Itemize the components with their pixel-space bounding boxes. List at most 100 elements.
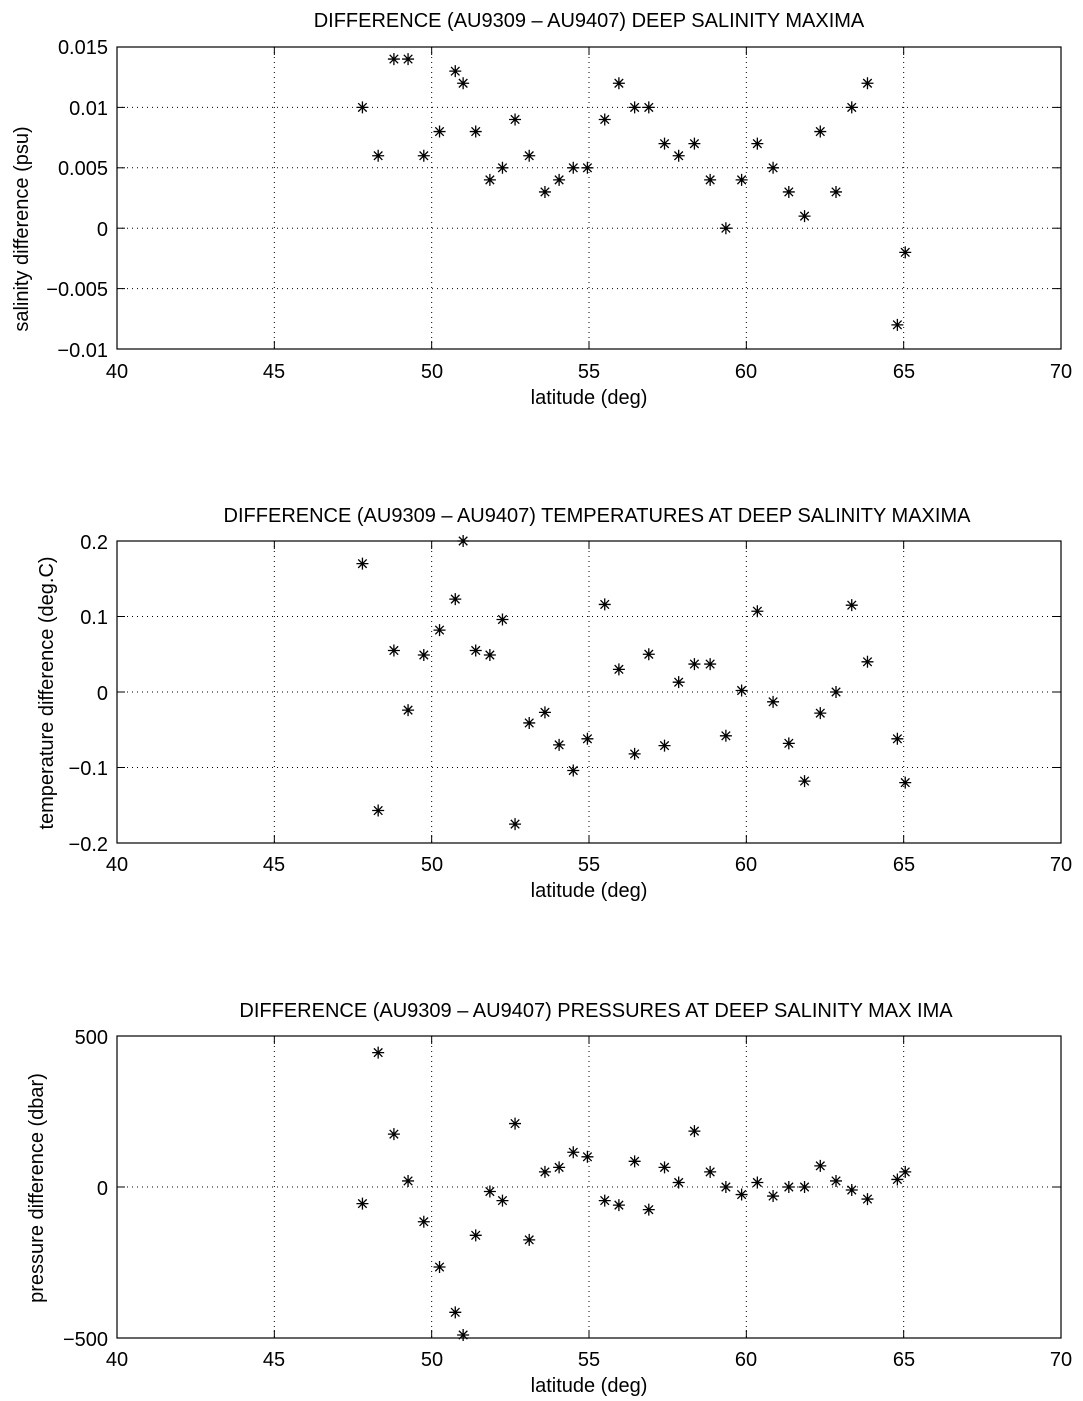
data-point <box>433 1261 446 1274</box>
data-point <box>899 246 912 259</box>
data-point <box>798 1181 811 1193</box>
x-tick-label: 55 <box>578 1349 600 1371</box>
data-point <box>402 704 415 717</box>
data-point <box>457 535 470 547</box>
data-point <box>372 149 385 162</box>
y-tick-label: 0.01 <box>69 98 108 120</box>
x-tick-label: 65 <box>893 854 915 876</box>
data-point <box>598 598 611 611</box>
data-point <box>509 113 522 126</box>
data-point <box>417 149 430 162</box>
x-tick-label: 40 <box>106 361 128 383</box>
data-point <box>767 161 780 174</box>
x-tick-label: 50 <box>421 1349 443 1371</box>
data-point <box>891 732 904 745</box>
data-point <box>598 1194 611 1207</box>
x-tick-label: 45 <box>263 361 285 383</box>
data-points <box>356 53 912 331</box>
y-axis-label: temperature difference (deg.C) <box>36 556 58 829</box>
data-point <box>483 1185 496 1198</box>
data-point <box>538 185 551 198</box>
y-tick-label: 0 <box>97 683 108 705</box>
data-point <box>581 161 594 174</box>
x-tick-label: 40 <box>106 1349 128 1371</box>
data-point <box>861 655 874 668</box>
data-point <box>612 77 625 90</box>
data-point <box>767 1190 780 1203</box>
x-tick-label: 65 <box>893 1349 915 1371</box>
axes <box>116 46 1062 350</box>
data-point <box>372 1046 385 1059</box>
data-point <box>782 737 795 750</box>
y-tick-label: −0.1 <box>69 758 108 780</box>
data-point <box>658 739 671 752</box>
data-point <box>469 1229 482 1242</box>
data-point <box>538 706 551 719</box>
data-point <box>628 747 641 760</box>
x-tick-label: 40 <box>106 854 128 876</box>
data-point <box>688 658 701 671</box>
y-tick-label: 0.2 <box>80 532 108 554</box>
data-point <box>798 210 811 223</box>
data-point <box>567 161 580 174</box>
x-tick-label: 70 <box>1050 854 1072 876</box>
data-point <box>449 593 462 606</box>
data-point <box>798 775 811 788</box>
data-point <box>782 185 795 198</box>
data-point <box>469 125 482 138</box>
chart-title: DIFFERENCE (AU9309 – AU9407) DEEP SALINI… <box>314 10 865 32</box>
grid <box>117 47 1061 349</box>
data-point <box>449 65 462 78</box>
data-point <box>861 77 874 90</box>
data-point <box>658 1161 671 1174</box>
axes <box>116 1035 1062 1339</box>
data-point <box>688 1125 701 1138</box>
data-point <box>899 1165 912 1178</box>
y-tick-label: 0.1 <box>80 607 108 629</box>
axes <box>116 540 1062 844</box>
data-point <box>496 613 509 626</box>
x-axis-label: latitude (deg) <box>531 880 648 902</box>
data-point <box>814 125 827 138</box>
x-tick-label: 60 <box>735 854 757 876</box>
data-point <box>891 318 904 331</box>
data-point <box>356 101 369 114</box>
data-point <box>538 1165 551 1178</box>
data-point <box>845 101 858 114</box>
data-point <box>704 173 717 186</box>
data-point <box>628 1155 641 1168</box>
data-point <box>496 161 509 174</box>
data-point <box>845 1184 858 1197</box>
y-tick-label: 0 <box>97 219 108 241</box>
data-point <box>509 818 522 831</box>
grid <box>117 1036 1061 1338</box>
data-point <box>457 1328 470 1341</box>
x-axis-label: latitude (deg) <box>531 387 648 409</box>
data-point <box>523 716 536 729</box>
data-point <box>861 1193 874 1206</box>
pressure-panel: DIFFERENCE (AU9309 – AU9407) PRESSURES A… <box>26 1000 1072 1397</box>
x-tick-label: 45 <box>263 1349 285 1371</box>
data-point <box>356 557 369 570</box>
data-point <box>469 644 482 657</box>
data-point <box>751 1176 764 1189</box>
data-points <box>356 535 912 831</box>
y-tick-label: 500 <box>75 1027 108 1049</box>
data-point <box>704 658 717 671</box>
data-point <box>672 149 685 162</box>
data-point <box>567 1146 580 1159</box>
data-point <box>612 663 625 676</box>
data-point <box>523 149 536 162</box>
data-point <box>387 53 400 66</box>
data-point <box>814 1159 827 1172</box>
y-tick-label: −0.005 <box>46 279 108 301</box>
data-point <box>496 1194 509 1207</box>
data-point <box>782 1181 795 1193</box>
data-point <box>402 53 415 66</box>
data-point <box>553 173 566 186</box>
data-point <box>509 1117 522 1130</box>
y-tick-label: 0.015 <box>58 37 108 59</box>
y-tick-label: −0.2 <box>69 834 108 856</box>
y-tick-label: 0.005 <box>58 158 108 180</box>
